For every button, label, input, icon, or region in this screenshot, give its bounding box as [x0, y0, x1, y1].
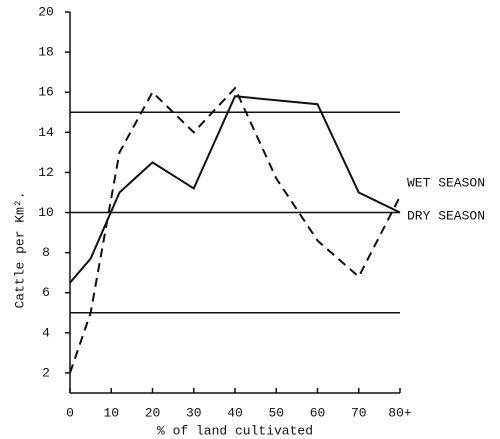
x-tick-label: 60	[310, 405, 326, 420]
series-line	[69, 95, 401, 284]
x-tick-label: 80+	[388, 405, 412, 420]
y-tick-label: 6	[42, 285, 50, 300]
y-tick-label: 10	[38, 205, 54, 220]
x-tick-label: 70	[351, 405, 367, 420]
y-tick-label: 8	[42, 245, 50, 260]
y-tick-label: 18	[38, 45, 54, 60]
x-tick-label: 50	[268, 405, 284, 420]
x-tick-label: 20	[145, 405, 161, 420]
x-tick-label: 10	[103, 405, 119, 420]
x-tick-label: 0	[66, 405, 74, 420]
x-axis-label: % of land cultivated	[157, 423, 313, 438]
y-axis-label: Cattle per Km².	[12, 191, 27, 308]
y-tick-label: 16	[38, 85, 54, 100]
x-tick-label: 30	[186, 405, 202, 420]
y-tick-label: 12	[38, 165, 54, 180]
y-tick-label: 14	[38, 125, 54, 140]
legend-label: DRY SEASON	[407, 208, 485, 223]
y-tick-label: 4	[42, 325, 50, 340]
y-tick-label: 20	[38, 4, 54, 19]
series-line	[69, 86, 401, 374]
legend-label: WET SEASON	[407, 175, 485, 190]
y-tick-label: 2	[42, 365, 50, 380]
x-tick-label: 40	[227, 405, 243, 420]
